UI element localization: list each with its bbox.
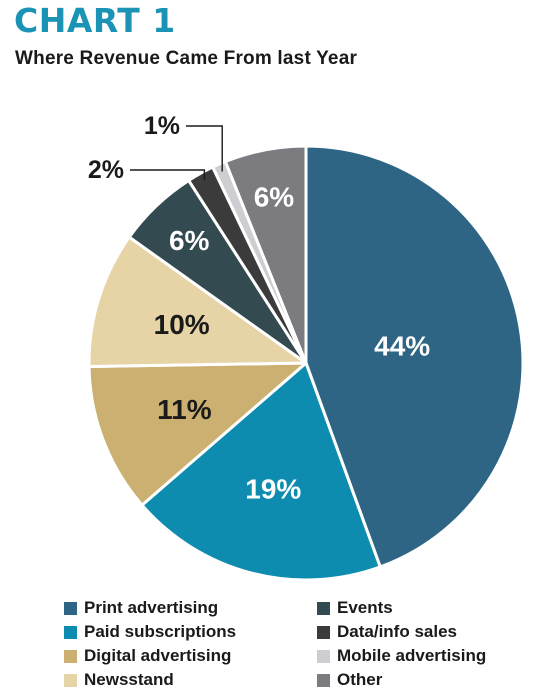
legend-swatch	[317, 673, 330, 687]
pie-slice-print-advertising	[304, 144, 525, 569]
legend-swatch	[64, 649, 77, 663]
pie-slice-paid-subscriptions	[140, 361, 382, 582]
legend: Print advertising Paid subscriptions Digit…	[64, 597, 544, 693]
pie-label-print-advertising: 44%	[374, 331, 430, 362]
pie-label-events: 6%	[169, 225, 210, 256]
legend-swatch	[64, 601, 77, 615]
pie-chart: 2% 1% 44% 19% 11% 10% 6% 6%	[87, 112, 525, 582]
legend-item-paid-subscriptions: Paid subscriptions	[64, 621, 236, 643]
callout-line-data-info-sales	[130, 169, 206, 181]
legend-item-mobile-advertising: Mobile advertising	[317, 645, 486, 667]
legend-label: Other	[337, 670, 383, 689]
legend-item-digital-advertising: Digital advertising	[64, 645, 231, 667]
legend-item-print-advertising: Print advertising	[64, 597, 218, 619]
pie-slice-digital-advertising	[87, 361, 308, 507]
pie-callouts: 2% 1%	[88, 112, 223, 184]
pie-label-newsstand: 10%	[154, 309, 210, 340]
legend-swatch	[317, 601, 330, 615]
legend-label: Events	[337, 598, 393, 617]
pie-label-digital-advertising: 11%	[157, 394, 212, 425]
legend-item-events: Events	[317, 597, 393, 619]
legend-label: Mobile advertising	[337, 646, 487, 665]
legend-label: Print advertising	[84, 598, 219, 617]
callout-label-mobile-advertising: 1%	[144, 112, 180, 140]
legend-swatch	[64, 625, 77, 639]
legend-swatch	[64, 673, 77, 687]
callout-line-mobile-advertising	[186, 125, 223, 172]
legend-label: Digital advertising	[84, 646, 232, 665]
pie-slices	[87, 144, 525, 582]
legend-label: Newsstand	[84, 670, 174, 689]
legend-item-newsstand: Newsstand	[64, 669, 174, 691]
pie-slice-newsstand	[87, 235, 308, 368]
pie-slice-other	[223, 144, 308, 365]
chart-number: CHART 1	[14, 1, 176, 40]
callout-label-data-info-sales: 2%	[88, 156, 124, 184]
legend-item-data-info-sales: Data/info sales	[317, 621, 457, 643]
legend-label: Paid subscriptions	[84, 622, 237, 641]
pie-labels: 44% 19% 11% 10% 6% 6%	[154, 181, 431, 504]
legend-swatch	[317, 649, 330, 663]
legend-swatch	[317, 625, 330, 639]
pie-label-paid-subscriptions: 19%	[245, 474, 301, 505]
legend-item-other: Other	[317, 669, 382, 691]
legend-label: Data/info sales	[337, 622, 457, 641]
pie-label-other: 6%	[254, 181, 295, 212]
chart-title: Where Revenue Came From last Year	[15, 48, 358, 69]
